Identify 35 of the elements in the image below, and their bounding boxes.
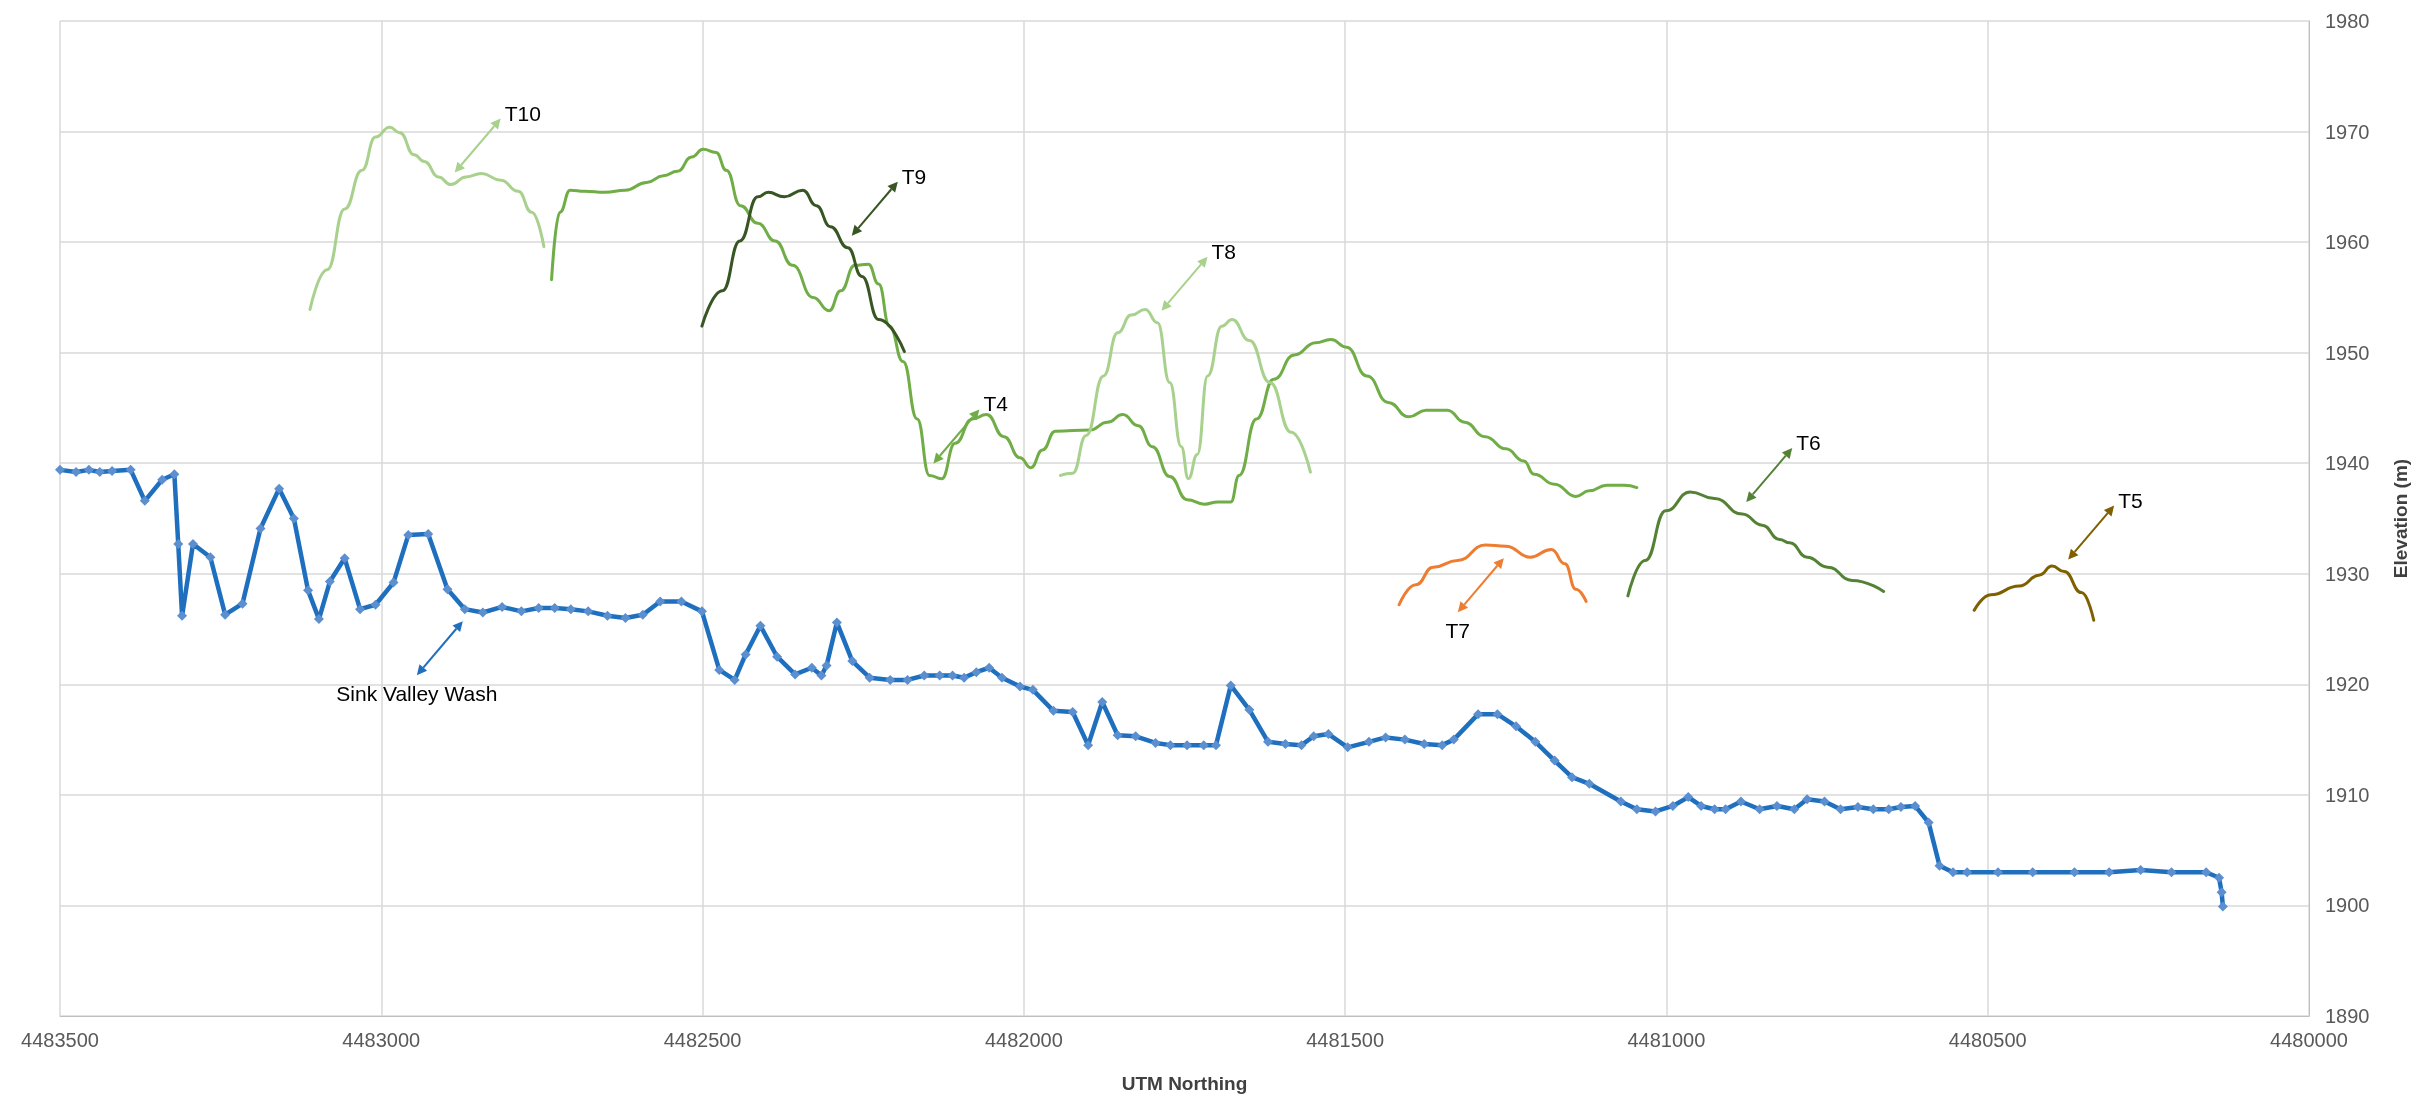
text: T7: [1445, 619, 1471, 643]
line-series: [1972, 564, 2096, 622]
line-series: [550, 147, 1639, 506]
x-tick-label: 4482000: [984, 1029, 1063, 1051]
x-axis-title: UTM Northing: [1121, 1073, 1248, 1094]
x-tick-label: 4483000: [342, 1029, 421, 1051]
legend-label: T5: [2118, 488, 2143, 512]
text: Sink Valley Wash: [336, 682, 498, 706]
y-tick-label: 1900: [2325, 894, 2370, 917]
x-tick-label: 4483500: [21, 1029, 99, 1051]
y-tick-label: 1920: [2325, 673, 2370, 696]
line-series: [1626, 490, 1886, 598]
legend-label: T4: [983, 392, 1009, 416]
line-series: [1058, 308, 1312, 481]
y-tick-label: 1980: [2325, 10, 2370, 32]
y-tick-label: 1940: [2325, 452, 2370, 475]
y-tick-label: 1960: [2325, 231, 2370, 254]
legend-label: T8: [1211, 239, 1237, 263]
y-tick-label: 1970: [2325, 120, 2370, 143]
x-tick-label: 4480500: [1948, 1029, 2027, 1051]
y-tick-label: 1890: [2325, 1005, 2370, 1027]
y-tick-label: 1910: [2325, 783, 2370, 806]
legend-label: T9: [901, 164, 927, 188]
x-tick-label: 4481000: [1627, 1029, 1706, 1051]
line-series: [700, 188, 906, 354]
y-axis-title: Elevation (m): [2390, 458, 2411, 579]
x-tick-label: 4480000: [2270, 1029, 2348, 1051]
x-tick-label: 4481500: [1306, 1029, 1385, 1051]
y-tick-label: 1950: [2325, 341, 2370, 364]
x-tick-label: 4482500: [663, 1029, 742, 1051]
line-series: [308, 125, 546, 312]
legend-label: T10: [504, 101, 541, 125]
legend-label: T6: [1796, 431, 1821, 455]
y-tick-label: 1930: [2325, 562, 2370, 585]
line-series: [1397, 543, 1588, 607]
